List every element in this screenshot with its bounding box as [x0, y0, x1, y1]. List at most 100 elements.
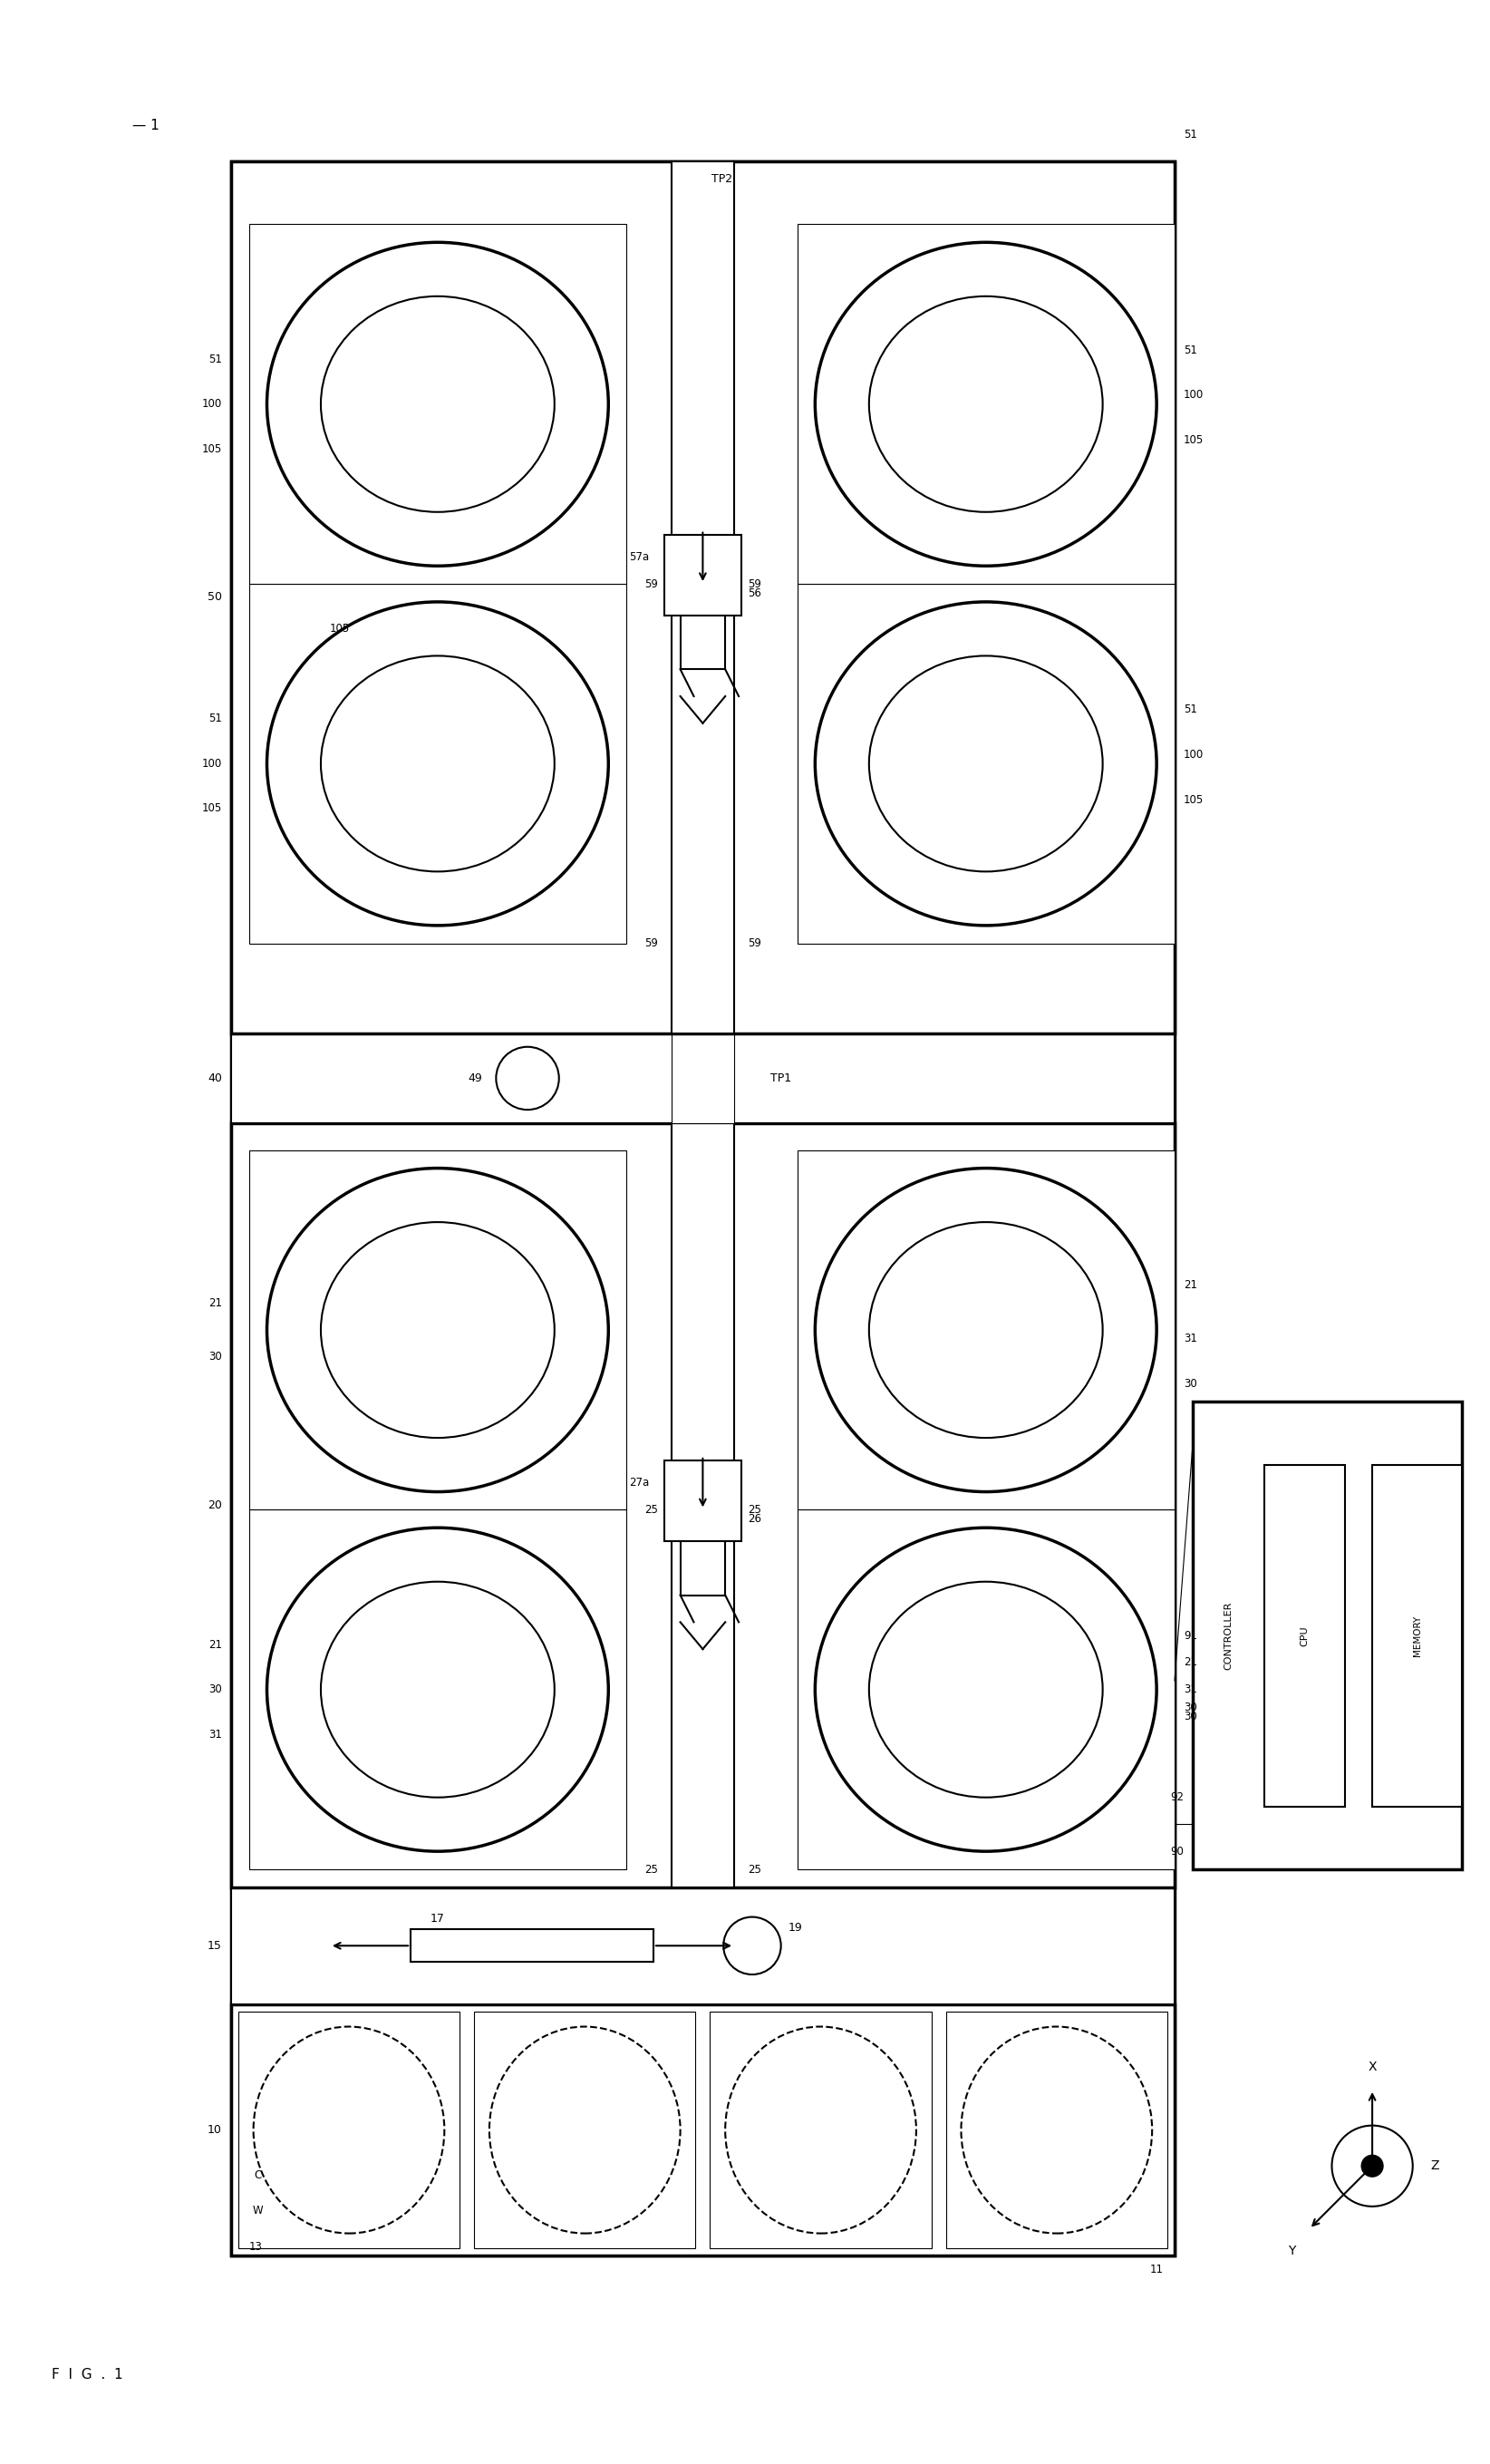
Bar	[1265, 1464, 1345, 1806]
Text: 31: 31	[1183, 1333, 1196, 1345]
Text: 25: 25	[644, 1863, 657, 1875]
Text: 10: 10	[207, 2124, 222, 2136]
Text: 92: 92	[1170, 1791, 1183, 1804]
Bar	[672, 1124, 735, 1887]
Bar	[249, 584, 626, 944]
Ellipse shape	[961, 2025, 1152, 2232]
Text: 105: 105	[1183, 434, 1204, 446]
Text: CPU: CPU	[1301, 1626, 1310, 1646]
Ellipse shape	[253, 2025, 444, 2232]
Ellipse shape	[815, 1528, 1156, 1850]
Text: 20: 20	[207, 1501, 222, 1510]
Text: 105: 105	[1183, 793, 1204, 806]
Ellipse shape	[267, 601, 608, 926]
Text: 27a: 27a	[629, 1476, 648, 1488]
Text: 49: 49	[468, 1072, 483, 1084]
Bar	[709, 2011, 931, 2250]
Bar	[797, 224, 1174, 584]
Text: 50: 50	[207, 591, 222, 604]
Text: 51: 51	[1183, 345, 1196, 357]
Bar	[797, 1510, 1174, 1870]
Text: 51: 51	[209, 352, 222, 365]
Bar	[231, 163, 1174, 2257]
Bar	[231, 1124, 1174, 1887]
Text: 17: 17	[431, 1912, 446, 1924]
Ellipse shape	[489, 2025, 681, 2232]
Bar	[231, 163, 1174, 1032]
Text: 21: 21	[1183, 1656, 1196, 1668]
Bar	[249, 224, 626, 584]
Bar	[231, 1032, 1174, 1124]
Text: 21: 21	[209, 1639, 222, 1651]
Text: CONTROLLER: CONTROLLER	[1223, 1602, 1234, 1671]
Ellipse shape	[320, 296, 554, 513]
Text: 21: 21	[1183, 1279, 1196, 1291]
Text: — 1: — 1	[133, 118, 159, 133]
Text: 13: 13	[249, 2240, 262, 2252]
Text: 100: 100	[1183, 389, 1204, 402]
Circle shape	[724, 1917, 781, 1974]
Circle shape	[496, 1047, 559, 1109]
Bar	[665, 1461, 741, 1540]
Text: C: C	[255, 2168, 262, 2181]
Text: 30: 30	[1183, 1703, 1196, 1712]
Text: 56: 56	[748, 586, 761, 599]
Circle shape	[1362, 2156, 1383, 2176]
Text: 57a: 57a	[629, 552, 648, 562]
Text: 105: 105	[201, 803, 222, 816]
Ellipse shape	[726, 2025, 916, 2232]
Ellipse shape	[267, 1168, 608, 1491]
Text: 51: 51	[1183, 705, 1196, 715]
Text: 105: 105	[201, 444, 222, 456]
Text: 40: 40	[207, 1072, 222, 1084]
Bar	[797, 584, 1174, 944]
Ellipse shape	[267, 1528, 608, 1850]
Text: Y: Y	[1287, 2245, 1295, 2257]
Text: 30: 30	[1183, 1710, 1196, 1722]
Text: F  I  G  .  1: F I G . 1	[51, 2368, 122, 2383]
Bar	[238, 2011, 460, 2250]
Text: 21: 21	[209, 1296, 222, 1308]
Text: 100: 100	[201, 759, 222, 769]
Text: 59: 59	[644, 939, 657, 949]
Text: 30: 30	[1183, 1377, 1196, 1390]
Text: 100: 100	[201, 399, 222, 409]
Bar	[672, 1032, 735, 1124]
Ellipse shape	[320, 1222, 554, 1439]
Text: X: X	[1368, 2060, 1377, 2072]
Text: 59: 59	[748, 579, 761, 589]
Ellipse shape	[320, 655, 554, 872]
Text: TP2: TP2	[712, 172, 733, 185]
Text: 91: 91	[1183, 1629, 1196, 1641]
Text: 11: 11	[1150, 2264, 1164, 2274]
Text: 90: 90	[1170, 1846, 1183, 1858]
Ellipse shape	[869, 655, 1103, 872]
Text: 30: 30	[209, 1350, 222, 1363]
Ellipse shape	[869, 1582, 1103, 1796]
Text: TP1: TP1	[770, 1072, 791, 1084]
Ellipse shape	[267, 241, 608, 567]
Bar	[672, 163, 735, 1032]
Text: 26: 26	[748, 1513, 761, 1525]
Text: 51: 51	[1183, 128, 1196, 140]
Bar	[249, 1151, 626, 1510]
Bar	[665, 535, 741, 616]
Bar	[1372, 1464, 1462, 1806]
Ellipse shape	[320, 1582, 554, 1796]
Text: 100: 100	[1183, 749, 1204, 761]
Text: W: W	[253, 2205, 264, 2218]
Text: 31: 31	[1183, 1683, 1196, 1695]
Text: 25: 25	[748, 1863, 761, 1875]
Ellipse shape	[869, 296, 1103, 513]
Text: Z: Z	[1430, 2158, 1439, 2173]
Circle shape	[1332, 2126, 1413, 2205]
Bar	[946, 2011, 1167, 2250]
Ellipse shape	[815, 601, 1156, 926]
Bar	[411, 1929, 653, 1961]
Ellipse shape	[815, 241, 1156, 567]
Text: 59: 59	[748, 939, 761, 949]
Text: 59: 59	[644, 579, 657, 589]
Text: 51: 51	[209, 712, 222, 724]
Text: 19: 19	[788, 1922, 803, 1934]
Text: 31: 31	[209, 1730, 222, 1740]
